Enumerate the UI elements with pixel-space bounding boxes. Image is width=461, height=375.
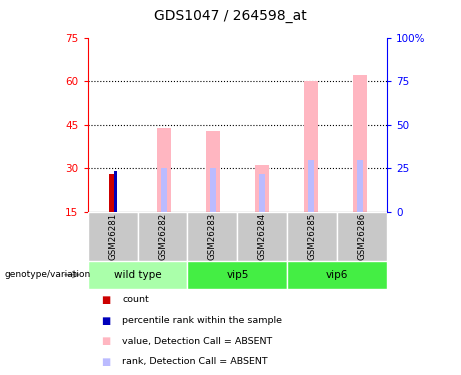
Bar [210,168,216,212]
Text: genotype/variation: genotype/variation [5,270,91,279]
Bar [137,212,188,261]
Bar [161,168,167,212]
Bar [88,261,188,289]
Bar [308,160,314,212]
Bar [188,261,287,289]
Text: ■: ■ [101,316,111,326]
Text: rank, Detection Call = ABSENT: rank, Detection Call = ABSENT [122,357,268,366]
Text: GSM26284: GSM26284 [258,213,267,260]
Bar [113,171,117,212]
Text: ■: ■ [101,336,111,346]
Bar [304,81,318,212]
Bar [259,174,265,212]
Text: GSM26286: GSM26286 [358,213,367,260]
Bar [287,212,337,261]
Bar [237,212,287,261]
Bar [287,261,387,289]
Bar [357,160,363,212]
Text: ■: ■ [101,295,111,305]
Bar [188,212,237,261]
Text: GSM26285: GSM26285 [308,213,317,260]
Bar [88,212,137,261]
Text: value, Detection Call = ABSENT: value, Detection Call = ABSENT [122,337,272,346]
Bar [353,75,367,212]
Bar [109,174,114,212]
Text: GSM26283: GSM26283 [208,213,217,260]
Text: ■: ■ [101,357,111,367]
Bar [157,128,171,212]
Bar [255,165,269,212]
Text: vip6: vip6 [326,270,349,280]
Text: GSM26282: GSM26282 [158,213,167,260]
Bar [206,130,220,212]
Bar [337,212,387,261]
Text: vip5: vip5 [226,270,248,280]
Text: count: count [122,296,149,304]
Text: percentile rank within the sample: percentile rank within the sample [122,316,282,325]
Text: GDS1047 / 264598_at: GDS1047 / 264598_at [154,9,307,23]
Text: GSM26281: GSM26281 [108,213,117,260]
Text: wild type: wild type [114,270,161,280]
